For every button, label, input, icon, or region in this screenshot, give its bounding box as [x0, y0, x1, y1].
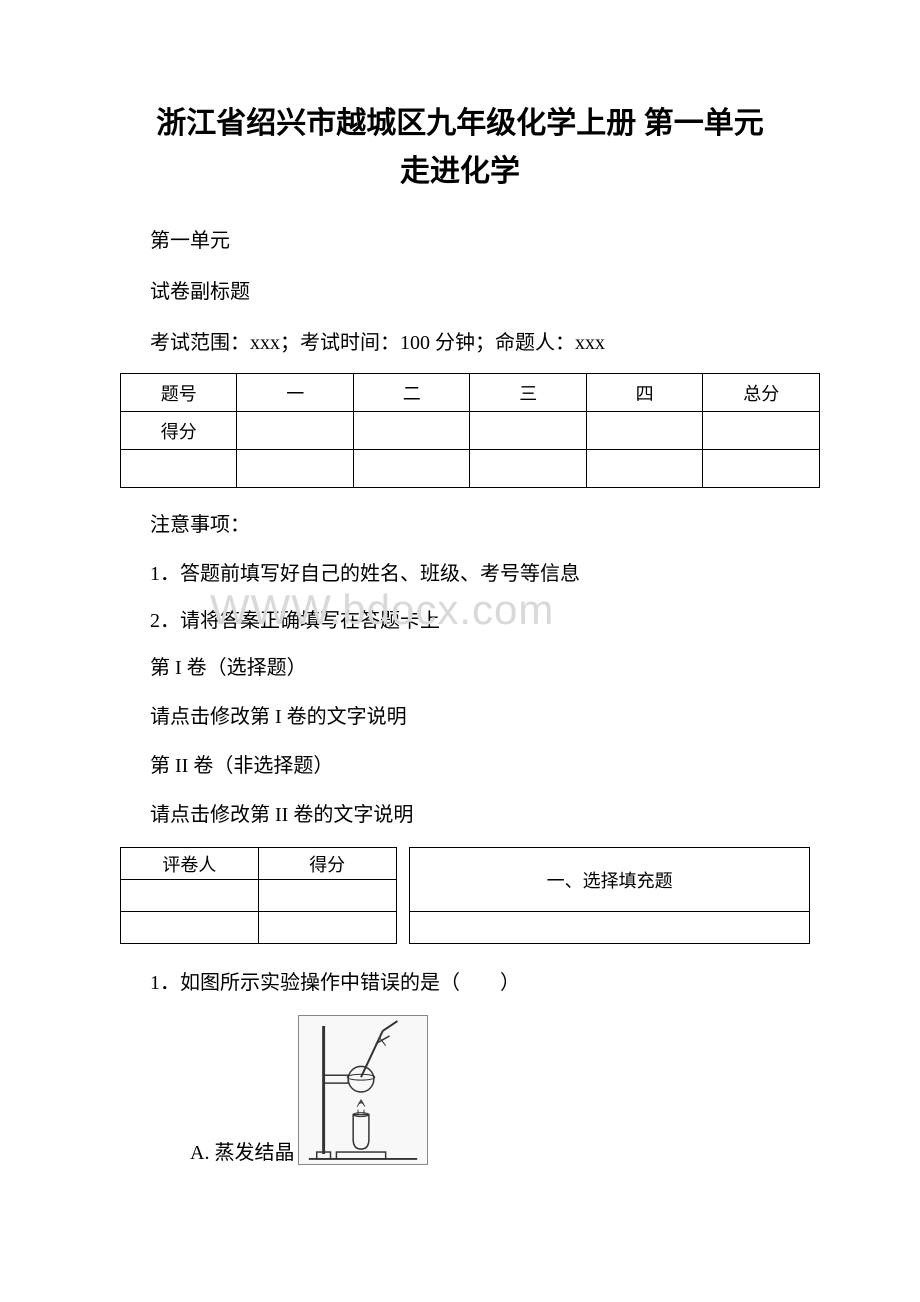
header-cell: 总分	[703, 374, 820, 412]
empty-cell	[586, 412, 702, 450]
unit-subtitle: 第一单元	[110, 224, 810, 253]
empty-cell	[703, 412, 820, 450]
header-cell: 四	[586, 374, 702, 412]
grader-table: 评卷人 得分 一、选择填充题	[120, 847, 810, 944]
exam-info: 考试范围：xxx；考试时间：100 分钟；命题人：xxx	[110, 326, 810, 355]
table-row: 评卷人 得分 一、选择填充题	[121, 848, 810, 880]
title-line-2: 走进化学	[110, 148, 810, 196]
notice-heading: 注意事项：	[110, 508, 810, 537]
table-row	[121, 450, 820, 488]
empty-cell	[121, 912, 259, 944]
empty-cell	[258, 912, 396, 944]
section-heading: 第 II 卷（非选择题）	[110, 749, 810, 778]
score-table: 题号 一 二 三 四 总分 得分	[120, 373, 820, 488]
header-cell: 二	[353, 374, 469, 412]
header-cell: 一	[237, 374, 353, 412]
empty-cell	[237, 450, 353, 488]
spacer-cell	[396, 848, 410, 912]
question-text: 1．如图所示实验操作中错误的是（ ）	[110, 966, 810, 995]
spacer-cell	[396, 912, 410, 944]
evaporation-experiment-icon	[298, 1015, 428, 1165]
header-cell: 题号	[121, 374, 237, 412]
grader-table-wrapper: 评卷人 得分 一、选择填充题	[120, 847, 810, 944]
section-title-cell: 一、选择填充题	[410, 848, 810, 912]
watermark-text: WWW.bdocx.com	[210, 586, 554, 634]
empty-cell	[258, 880, 396, 912]
section-instruction: 请点击修改第 I 卷的文字说明	[110, 700, 810, 729]
empty-cell	[353, 450, 469, 488]
score-header: 得分	[258, 848, 396, 880]
document-title: 浙江省绍兴市越城区九年级化学上册 第一单元 走进化学	[110, 100, 810, 196]
empty-cell	[121, 450, 237, 488]
table-row	[121, 912, 810, 944]
table-row: 题号 一 二 三 四 总分	[121, 374, 820, 412]
grader-header: 评卷人	[121, 848, 259, 880]
title-line-1: 浙江省绍兴市越城区九年级化学上册 第一单元	[110, 100, 810, 148]
option-a: A. 蒸发结晶	[110, 1015, 810, 1165]
header-cell: 三	[470, 374, 586, 412]
option-a-label: A. 蒸发结晶	[150, 1136, 294, 1165]
notice-item: 1．答题前填写好自己的姓名、班级、考号等信息	[110, 557, 810, 586]
section-instruction: 请点击修改第 II 卷的文字说明	[110, 798, 810, 827]
empty-cell	[237, 412, 353, 450]
empty-cell	[586, 450, 702, 488]
empty-cell	[121, 880, 259, 912]
table-row: 得分	[121, 412, 820, 450]
section-heading: 第 I 卷（选择题）	[110, 651, 810, 680]
empty-cell	[353, 412, 469, 450]
empty-cell	[470, 450, 586, 488]
empty-cell	[470, 412, 586, 450]
empty-cell	[703, 450, 820, 488]
row-label-cell: 得分	[121, 412, 237, 450]
empty-cell	[410, 912, 810, 944]
paper-subtitle: 试卷副标题	[110, 275, 810, 304]
